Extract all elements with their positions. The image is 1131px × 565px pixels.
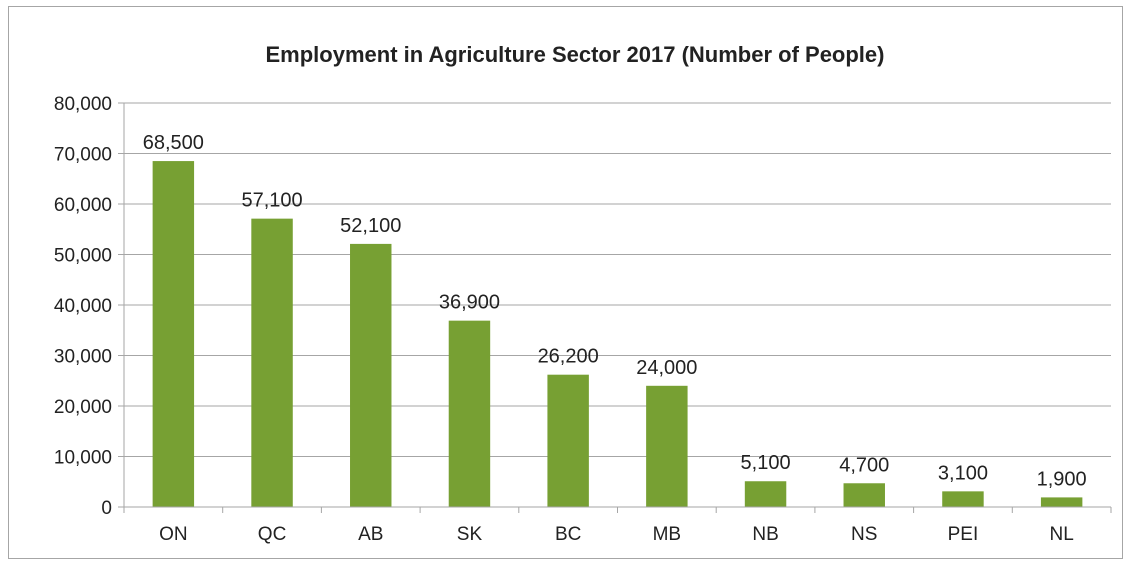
y-tick-label: 10,000 — [54, 448, 112, 469]
data-label-on: 68,500 — [143, 132, 204, 154]
bar-qc — [251, 218, 293, 507]
x-tick-label: MB — [653, 524, 682, 545]
bar-ab — [350, 243, 392, 507]
data-label-mb: 24,000 — [636, 357, 697, 379]
x-tick-label: NL — [1050, 524, 1074, 545]
data-label-sk: 36,900 — [439, 292, 500, 314]
x-tick-label: BC — [555, 524, 581, 545]
y-tick-label: 80,000 — [54, 94, 112, 115]
bar-bc — [547, 374, 589, 507]
y-tick-label: 40,000 — [54, 296, 112, 317]
y-tick-label: 30,000 — [54, 347, 112, 368]
axes — [123, 103, 1111, 513]
bar-sk — [448, 320, 491, 507]
bar-mb — [646, 385, 688, 507]
data-labels: 68,500 57,100 52,100 36,900 26,200 24,000 5,10… — [143, 132, 1087, 490]
bar-on — [152, 161, 195, 507]
data-label-pei: 3,100 — [938, 462, 988, 484]
y-tick-label: 0 — [101, 498, 112, 519]
x-tick-label: QC — [258, 524, 287, 545]
bar-nb — [744, 481, 787, 507]
y-tick-label: 60,000 — [54, 195, 112, 216]
chart-title: Employment in Agriculture Sector 2017 (N… — [266, 42, 885, 67]
x-tick-label: SK — [457, 524, 483, 545]
y-axis-ticks: 0 10,000 20,000 30,000 40,000 50,000 60,000 70,… — [54, 94, 124, 519]
bar-pei — [942, 491, 984, 507]
y-tick-label: 70,000 — [54, 145, 112, 166]
x-tick-label: NB — [752, 524, 778, 545]
bar-nl — [1040, 497, 1083, 507]
data-label-bc: 26,200 — [538, 346, 599, 368]
x-tick-label: PEI — [948, 524, 979, 545]
data-label-ab: 52,100 — [340, 215, 401, 237]
y-tick-label: 20,000 — [54, 397, 112, 418]
x-tick-label: NS — [851, 524, 877, 545]
data-label-nb: 5,100 — [741, 452, 791, 474]
x-tick-label: ON — [159, 524, 188, 545]
bars — [152, 161, 1083, 507]
data-label-nl: 1,900 — [1037, 468, 1087, 490]
bar-ns — [843, 483, 885, 507]
y-tick-label: 50,000 — [54, 246, 112, 267]
data-label-qc: 57,100 — [241, 190, 302, 212]
x-tick-label: AB — [358, 524, 383, 545]
data-label-ns: 4,700 — [839, 454, 889, 476]
x-axis-ticks: ON QC AB SK BC MB NB NS PEI NL — [159, 507, 1112, 545]
